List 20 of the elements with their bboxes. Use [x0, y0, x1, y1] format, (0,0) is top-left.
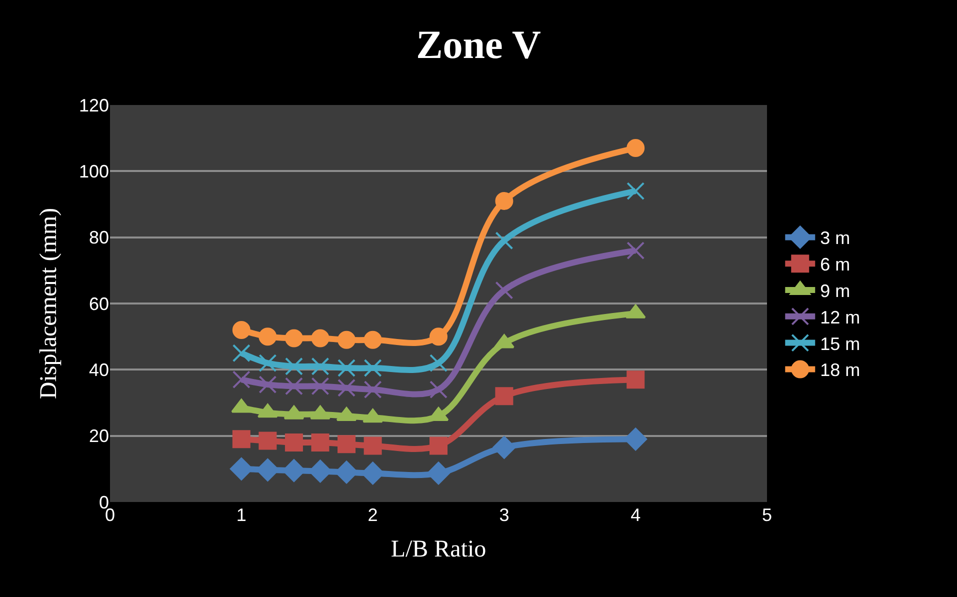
- chart-title: Zone V: [416, 22, 542, 67]
- legend-label: 3 m: [820, 228, 850, 248]
- legend-label: 18 m: [820, 360, 860, 380]
- y-tick-label: 40: [88, 360, 109, 380]
- y-axis-title: Displacement (mm): [36, 208, 62, 400]
- x-tick-label: 3: [499, 505, 510, 525]
- legend-label: 12 m: [820, 307, 860, 328]
- legend-label: 9 m: [820, 281, 850, 302]
- x-tick-label: 5: [762, 505, 772, 525]
- y-tick-label: 100: [78, 161, 109, 182]
- legend-label: 6 m: [820, 254, 850, 275]
- x-tick-label: 4: [630, 505, 641, 525]
- y-tick-label: 80: [88, 228, 109, 248]
- y-tick-label: 120: [78, 95, 109, 116]
- x-tick-label: 1: [236, 505, 246, 525]
- x-axis-title: L/B Ratio: [390, 536, 486, 562]
- x-tick-label: 2: [368, 505, 378, 525]
- y-tick-label: 20: [88, 426, 109, 446]
- y-tick-label: 60: [88, 294, 109, 314]
- legend-label: 15 m: [820, 334, 860, 354]
